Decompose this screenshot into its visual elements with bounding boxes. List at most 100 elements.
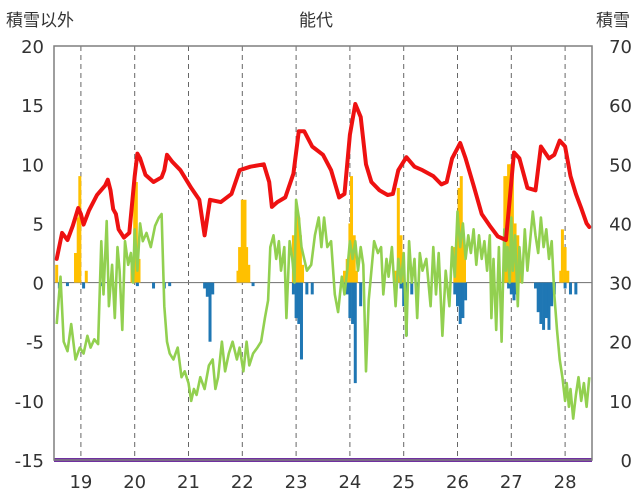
x-tick-label: 19 <box>69 472 92 493</box>
right-tick-label: 60 <box>609 96 632 117</box>
left-tick-label: -10 <box>15 392 44 413</box>
blue-bar <box>203 282 207 289</box>
orange-bar <box>247 264 251 283</box>
blue-bar <box>568 282 572 295</box>
red-series-line <box>54 102 592 261</box>
x-tick-labels: 19 20 21 22 23 24 25 26 27 28 <box>69 472 576 493</box>
blue-bar <box>410 282 414 295</box>
blue-bar <box>550 282 554 307</box>
right-tick-label: 30 <box>609 274 632 295</box>
blue-bar <box>211 282 215 295</box>
blue-bar <box>539 282 543 324</box>
blue-bar <box>415 282 419 289</box>
left-axis-label: 積雪以外 <box>6 11 74 31</box>
orange-bar <box>245 247 249 283</box>
blue-bar <box>291 282 295 295</box>
orange-bar <box>566 270 570 283</box>
blue-bar <box>305 282 309 295</box>
left-tick-label: 10 <box>21 155 44 176</box>
left-tick-label: 15 <box>21 96 44 117</box>
left-tick-label: -5 <box>26 333 44 354</box>
x-tick-label: 22 <box>231 472 254 493</box>
blue-bar <box>563 282 567 289</box>
right-tick-label: 50 <box>609 155 632 176</box>
blue-bar <box>297 282 301 324</box>
blue-bar <box>294 282 298 319</box>
orange-bar <box>84 270 88 283</box>
blue-bar <box>359 282 363 307</box>
orange-bar <box>298 235 302 283</box>
blue-bar <box>345 282 349 295</box>
x-tick-label: 20 <box>123 472 146 493</box>
blue-bar <box>168 282 172 287</box>
right-tick-label: 10 <box>609 392 632 413</box>
orange-bar <box>236 270 240 283</box>
orange-bar <box>297 217 301 283</box>
orange-bar <box>74 253 78 283</box>
x-tick-label: 25 <box>392 472 415 493</box>
blue-bar <box>542 282 546 330</box>
orange-bar <box>76 217 80 283</box>
right-tick-labels: 70 60 50 40 30 20 10 0 <box>609 37 632 472</box>
left-tick-label: 20 <box>21 37 44 58</box>
right-tick-label: 0 <box>621 451 632 472</box>
orange-bar <box>352 235 356 283</box>
green-series-line <box>55 198 591 420</box>
orange-bar <box>462 258 466 283</box>
orange-bar <box>238 247 242 283</box>
x-tick-label: 28 <box>554 472 577 493</box>
right-tick-label: 20 <box>609 333 632 354</box>
orange-bar <box>350 176 354 283</box>
left-tick-labels: 20 15 10 5 0 -5 -10 -15 <box>15 37 44 472</box>
blue-bar <box>509 282 513 295</box>
blue-bar <box>402 282 406 307</box>
orange-bar <box>78 176 82 283</box>
blue-bar <box>512 282 516 301</box>
x-tick-label: 23 <box>285 472 308 493</box>
blue-bar <box>251 282 255 287</box>
blue-bar <box>205 282 209 297</box>
blue-bar <box>534 282 538 289</box>
blue-bar <box>351 282 355 324</box>
orange-bar <box>396 187 400 283</box>
right-tick-label: 40 <box>609 214 632 235</box>
blue-bar <box>152 282 156 289</box>
orange-bar <box>137 258 141 283</box>
blue-bar <box>456 282 459 307</box>
blue-bar <box>464 282 468 301</box>
blue-bar <box>65 282 69 287</box>
x-tick-label: 26 <box>446 472 469 493</box>
orange-bar <box>560 229 564 283</box>
plot-frame <box>53 45 593 461</box>
orange-bar <box>343 270 347 283</box>
blue-bar <box>399 282 403 289</box>
blue-bar <box>536 282 540 313</box>
orange-bar <box>243 199 247 283</box>
blue-bar <box>507 282 511 289</box>
orange-bar <box>559 270 563 283</box>
orange-bar <box>134 182 138 283</box>
orange-bar <box>55 264 59 283</box>
orange-bar <box>456 217 459 283</box>
right-axis-label: 積雪 <box>596 11 630 31</box>
blue-bar <box>310 282 314 295</box>
blue-bar <box>353 282 357 384</box>
chart-title: 能代 <box>299 11 333 31</box>
blue-bar <box>574 282 578 295</box>
orange-bar <box>399 235 403 283</box>
blue-bar <box>299 282 303 360</box>
orange-bar <box>461 235 465 283</box>
orange-bar <box>354 270 358 283</box>
left-tick-label: 0 <box>33 274 44 295</box>
x-tick-label: 24 <box>338 472 361 493</box>
orange-bar <box>394 270 398 283</box>
orange-bar <box>301 264 305 283</box>
blue-bar <box>453 282 457 295</box>
orange-bar <box>516 235 520 283</box>
blue-bar <box>544 282 548 319</box>
x-tick-label: 27 <box>500 472 523 493</box>
blue-bar <box>135 282 139 287</box>
blue-bar <box>82 282 86 289</box>
bars-layer <box>55 164 578 384</box>
